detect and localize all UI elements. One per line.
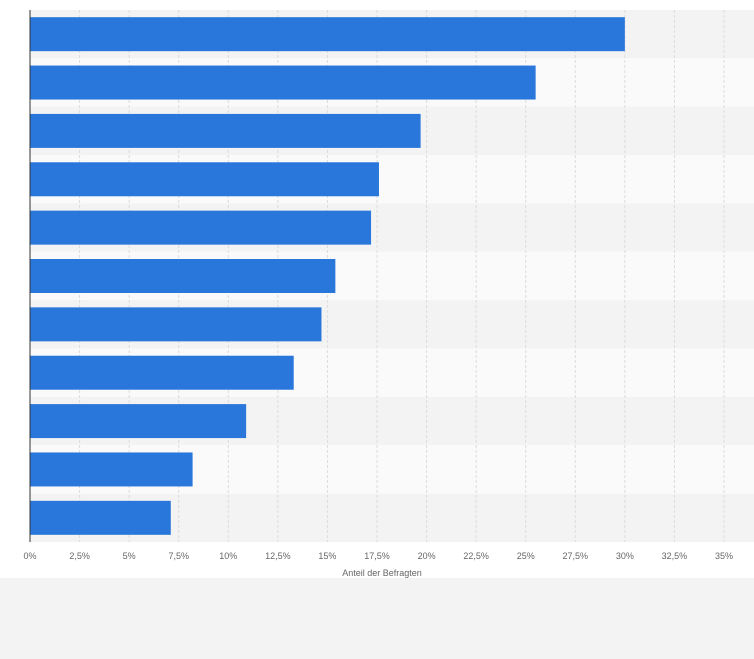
bar [30,17,625,52]
bar [30,500,171,535]
footer-area [0,578,754,659]
bar [30,307,322,342]
x-tick-label: 10% [219,551,237,561]
x-tick-label: 17,5% [364,551,390,561]
bar [30,355,294,390]
x-tick-label: 35% [715,551,733,561]
x-tick-label: 32,5% [662,551,688,561]
x-tick-label: 2,5% [69,551,90,561]
x-tick-label: 15% [318,551,336,561]
x-axis-tick-labels: 0% 2,5% 5% 7,5% 10% 12,5% 15% 17,5% 20% 22,5% 25% 2… [23,551,733,561]
x-tick-label: 30% [616,551,634,561]
x-tick-label: 5% [123,551,136,561]
bars [30,17,625,535]
bar [30,404,247,439]
bar [30,65,536,100]
bar-chart: 0% 2,5% 5% 7,5% 10% 12,5% 15% 17,5% 20% 22,5% 25% 2… [23,10,754,578]
x-tick-label: 25% [517,551,535,561]
x-tick-label: 0% [23,551,36,561]
bar [30,452,193,487]
bar [30,162,379,197]
x-tick-label: 7,5% [168,551,189,561]
bar [30,210,372,245]
x-tick-label: 12,5% [265,551,291,561]
x-axis-title: Anteil der Befragten [342,568,422,578]
bar [30,113,421,148]
x-tick-label: 20% [418,551,436,561]
x-tick-label: 22,5% [463,551,489,561]
x-tick-label: 27,5% [563,551,589,561]
bar [30,259,336,293]
